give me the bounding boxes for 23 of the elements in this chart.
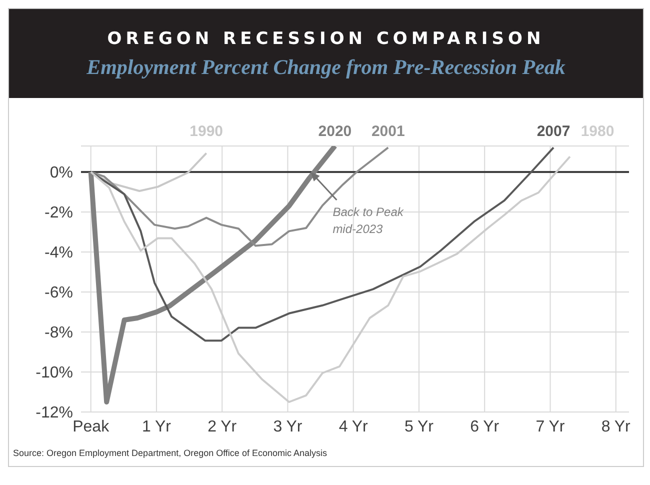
x-tick-label: 6 Yr [470,418,500,436]
y-tick-label: -8% [44,324,73,342]
y-tick-label: -6% [44,284,73,302]
y-tick-label: -10% [36,364,73,382]
x-tick-label: 1 Yr [142,418,172,436]
x-tick-label: 5 Yr [404,418,434,436]
series-label: 2020 [318,123,352,140]
annotation: Back to Peak mid-2023 [332,204,405,238]
x-tick-label: Peak [72,418,110,436]
y-tick-label: 0% [50,164,73,182]
x-tick-label: 4 Yr [338,418,369,436]
chart-title: OREGON RECESSION COMPARISON [106,29,546,49]
chart-subtitle: Employment Percent Change from Pre-Recession Peak [86,55,566,80]
series-label: 2001 [371,123,405,140]
x-tick-label: 7 Yr [536,418,566,436]
x-tick-label: 2 Yr [208,418,238,436]
y-tick-label: -2% [44,204,73,222]
x-tick-label: 3 Yr [273,418,303,436]
series-label: 2007 [536,123,570,140]
y-tick-label: -12% [36,404,73,422]
source-note: Source: Oregon Employment Department, Oregon Office of Economic Analysis [12,447,328,460]
y-tick-label: -4% [44,244,73,262]
x-tick-label: 8 Yr [601,418,632,436]
